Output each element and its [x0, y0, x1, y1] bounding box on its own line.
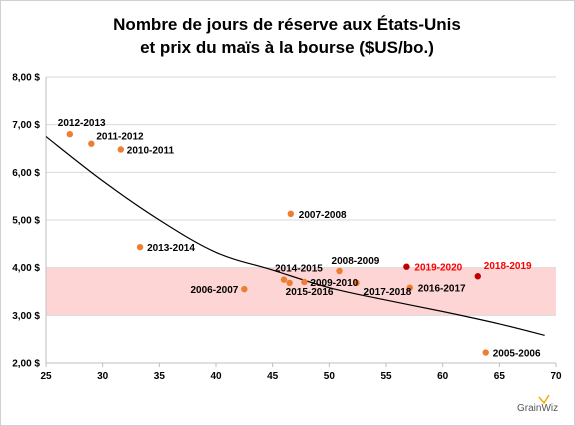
- gridlines: [46, 76, 556, 316]
- y-tick-label-2: 4,00 $: [12, 263, 40, 274]
- point-2012-2013: [66, 131, 74, 138]
- points-layer: [66, 131, 489, 356]
- point-2019-2020: [403, 263, 410, 270]
- x-tick-label-9: 70: [550, 371, 562, 382]
- point-labels-layer: 2012-2013 2011-2012 2010-2011 2013-2014 2007…: [58, 118, 541, 359]
- point-label-2006-2007: 2006-2007: [191, 285, 239, 296]
- chart-title: Nombre de jours de réserve aux États-Uni…: [113, 15, 461, 57]
- point-label-2007-2008: 2007-2008: [299, 210, 347, 221]
- point-2007-2008: [287, 210, 294, 218]
- point-label-2018-2019: 2018-2019: [484, 261, 532, 272]
- point-2016-2017: [406, 284, 413, 291]
- grainwiz-logo: GrainWiz: [517, 394, 558, 414]
- point-2013-2014: [136, 243, 144, 251]
- point-label-2014-2015: 2014-2015: [275, 264, 323, 275]
- price-band: [46, 267, 556, 316]
- x-tick-label-2: 35: [154, 371, 166, 382]
- point-label-2008-2009: 2008-2009: [332, 256, 380, 267]
- x-tick-label-5: 50: [324, 371, 336, 382]
- y-tick-label-4: 6,00 $: [12, 168, 40, 179]
- point-2005-2006: [482, 349, 489, 356]
- x-tick-label-4: 45: [267, 371, 279, 382]
- point-2014-2015: [280, 276, 288, 283]
- point-label-2005-2006: 2005-2006: [493, 349, 541, 360]
- point-label-2009-2010: 2009-2010: [310, 278, 358, 289]
- point-label-2016-2017: 2016-2017: [418, 284, 466, 295]
- point-label-2013-2014: 2013-2014: [147, 243, 195, 254]
- point-2008-2009: [336, 267, 343, 275]
- logo-mark-icon: [538, 394, 550, 405]
- y-tick-label-0: 2,00 $: [12, 359, 40, 370]
- point-2010-2011: [117, 146, 125, 153]
- point-2017-2018: [353, 279, 360, 287]
- point-label-2017-2018: 2017-2018: [364, 287, 412, 298]
- y-tick-label-3: 5,00 $: [12, 216, 40, 227]
- point-label-2015-2016: 2015-2016: [286, 287, 334, 298]
- chart-title-line-1: Nombre de jours de réserve aux États-Uni…: [113, 15, 461, 34]
- x-tick-label-3: 40: [210, 371, 222, 382]
- y-tick-label-6: 8,00 $: [12, 73, 40, 84]
- point-2006-2007: [241, 285, 248, 293]
- point-2011-2012: [88, 140, 95, 147]
- point-2015-2016: [286, 279, 293, 287]
- axes: 2,00 $ 3,00 $ 4,00 $ 5,00 $ 6,00 $ 7,00 $ 8,00…: [12, 73, 562, 383]
- point-label-2010-2011: 2010-2011: [127, 145, 175, 156]
- x-tick-label-6: 55: [380, 371, 392, 382]
- point-label-2011-2012: 2011-2012: [96, 132, 144, 143]
- chart-title-line-2: et prix du maïs à la bourse ($US/bo.): [140, 38, 434, 57]
- y-tick-label-5: 7,00 $: [12, 120, 40, 131]
- y-tick-label-1: 3,00 $: [12, 311, 40, 322]
- x-tick-label-7: 60: [437, 371, 449, 382]
- target-band-layer: [46, 267, 556, 316]
- trendline-layer: [45, 136, 545, 336]
- x-tick-label-1: 30: [97, 371, 109, 382]
- trendline: [45, 136, 545, 336]
- point-label-2019-2020: 2019-2020: [414, 263, 462, 274]
- x-tick-label-0: 25: [40, 371, 52, 382]
- point-label-2012-2013: 2012-2013: [58, 118, 106, 129]
- point-2018-2019: [474, 273, 481, 280]
- x-tick-label-8: 65: [494, 371, 506, 382]
- point-2009-2010: [301, 278, 308, 286]
- logo-text: GrainWiz: [517, 403, 558, 414]
